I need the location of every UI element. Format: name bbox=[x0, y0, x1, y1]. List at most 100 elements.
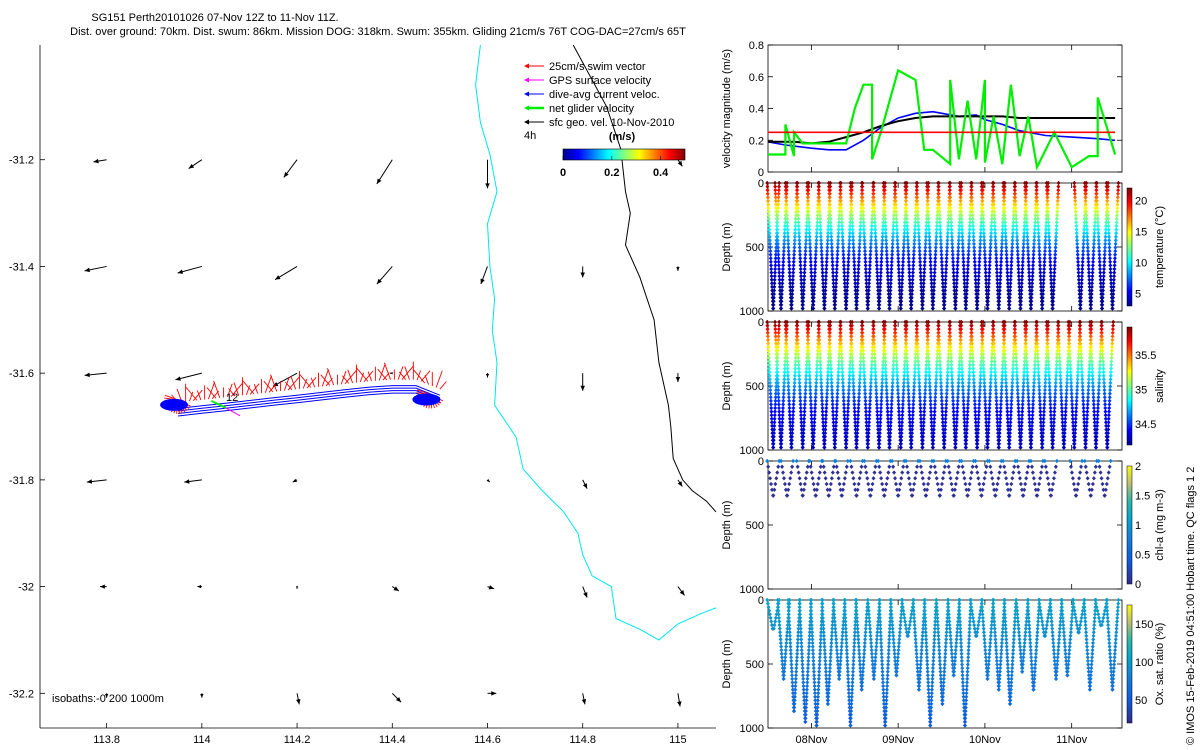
data-point bbox=[888, 295, 893, 300]
data-point bbox=[917, 377, 922, 382]
data-point bbox=[911, 398, 916, 404]
data-point bbox=[1077, 323, 1082, 328]
data-point bbox=[1077, 284, 1082, 290]
data-point bbox=[1098, 355, 1103, 361]
data-point bbox=[905, 377, 910, 382]
data-point bbox=[1067, 355, 1072, 361]
data-point bbox=[1066, 330, 1071, 335]
data-point bbox=[818, 234, 823, 239]
data-point bbox=[772, 277, 777, 282]
data-point bbox=[955, 412, 960, 418]
data-point bbox=[813, 263, 818, 268]
data-point bbox=[777, 277, 782, 282]
data-point bbox=[1009, 266, 1014, 272]
data-point bbox=[1027, 284, 1032, 290]
data-point bbox=[891, 223, 896, 229]
data-point bbox=[848, 323, 853, 328]
data-point bbox=[811, 441, 816, 447]
data-point bbox=[805, 319, 810, 325]
data-point bbox=[918, 273, 923, 279]
data-point bbox=[892, 180, 897, 186]
data-point bbox=[926, 359, 931, 364]
data-point bbox=[998, 402, 1003, 407]
map-xticks: 113.8 114 114.2 114.4 114.6 114.8 115 bbox=[93, 723, 687, 746]
data-point bbox=[916, 223, 921, 229]
data-point bbox=[873, 373, 878, 378]
data-point bbox=[1036, 373, 1041, 378]
data-point bbox=[781, 263, 786, 268]
data-point bbox=[1022, 319, 1027, 325]
data-point bbox=[1019, 284, 1024, 290]
data-point bbox=[1072, 434, 1077, 439]
data-point bbox=[922, 256, 927, 261]
data-point bbox=[776, 259, 781, 265]
data-point bbox=[793, 359, 798, 364]
data-point bbox=[979, 223, 984, 229]
speed-colorbar-ticks: 0 0.2 0.4 bbox=[560, 156, 669, 179]
data-point bbox=[928, 259, 933, 265]
data-point bbox=[798, 405, 803, 411]
data-point bbox=[895, 369, 900, 375]
data-point bbox=[802, 281, 807, 286]
data-point bbox=[871, 326, 876, 332]
data-point bbox=[1048, 405, 1053, 411]
data-point bbox=[986, 430, 991, 436]
data-point bbox=[982, 241, 987, 247]
data-point bbox=[905, 220, 910, 225]
data-point bbox=[889, 409, 894, 414]
data-point bbox=[801, 430, 806, 436]
data-point bbox=[807, 362, 812, 368]
data-point bbox=[871, 319, 876, 325]
data-point bbox=[1091, 256, 1096, 261]
map-xtick-label: 114.6 bbox=[474, 734, 501, 746]
data-point bbox=[925, 334, 930, 339]
data-point bbox=[866, 288, 871, 293]
data-point bbox=[910, 270, 915, 275]
sfc-arrow bbox=[392, 586, 400, 592]
data-point bbox=[852, 395, 857, 400]
data-point bbox=[853, 416, 858, 421]
data-point bbox=[824, 270, 829, 275]
data-point bbox=[917, 380, 922, 386]
data-point bbox=[972, 248, 977, 254]
data-point bbox=[1073, 202, 1078, 207]
data-point bbox=[1031, 263, 1036, 268]
data-point bbox=[902, 227, 907, 232]
data-point bbox=[807, 238, 812, 243]
data-point bbox=[779, 427, 784, 432]
data-point bbox=[785, 234, 790, 239]
data-point bbox=[1113, 234, 1118, 239]
data-point bbox=[793, 352, 798, 357]
data-point bbox=[880, 366, 885, 371]
data-point bbox=[903, 330, 908, 335]
data-point bbox=[1109, 352, 1114, 357]
data-point bbox=[1062, 427, 1067, 432]
data-point bbox=[925, 202, 930, 207]
map-ytick-label: -31.4 bbox=[9, 261, 34, 273]
data-point bbox=[774, 355, 779, 361]
data-point bbox=[937, 344, 942, 350]
data-point bbox=[777, 412, 782, 418]
data-point bbox=[957, 180, 962, 186]
data-point bbox=[1108, 373, 1113, 378]
data-point bbox=[765, 180, 770, 186]
isobath-lines bbox=[572, 44, 717, 513]
data-point bbox=[1003, 223, 1008, 229]
panel-frame bbox=[767, 460, 1123, 590]
data-point bbox=[877, 306, 882, 311]
data-point bbox=[775, 223, 780, 229]
data-point bbox=[869, 238, 874, 243]
swim-vector bbox=[416, 370, 421, 381]
data-point bbox=[1021, 241, 1026, 247]
data-point bbox=[844, 438, 849, 443]
data-point bbox=[772, 288, 777, 293]
data-point bbox=[858, 362, 863, 368]
data-point bbox=[1014, 220, 1019, 225]
data-point bbox=[1057, 359, 1062, 364]
data-point bbox=[1045, 330, 1050, 335]
data-point bbox=[819, 252, 824, 257]
data-point bbox=[994, 252, 999, 257]
colorbar-tick-label: 0.4 bbox=[653, 167, 669, 179]
data-point bbox=[854, 306, 859, 311]
data-point bbox=[925, 184, 930, 189]
